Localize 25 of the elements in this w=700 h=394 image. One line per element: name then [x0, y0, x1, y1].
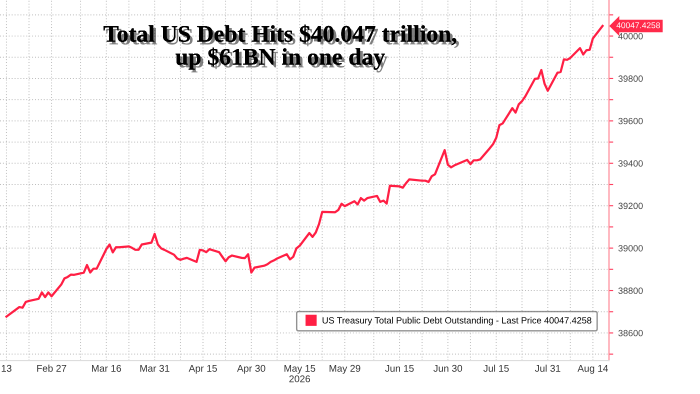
y-tick-label: 39800	[618, 75, 643, 82]
y-tick-label: 38600	[618, 330, 643, 336]
x-tick-label: Feb 27	[37, 364, 66, 372]
y-tick-label: 39200	[618, 202, 643, 210]
y-tick-label: 38800	[618, 287, 643, 294]
x-tick-label: Mar 31	[140, 364, 170, 372]
y-tick-label: 39400	[618, 160, 643, 167]
annotation: 40047.4258	[616, 22, 660, 28]
x-tick-label: May 15 2026	[284, 365, 316, 382]
y-tick-label: 39600	[618, 118, 643, 124]
x-tick-label: Jul 31	[534, 364, 560, 372]
y-tick-label: 40000	[618, 33, 643, 40]
y-tick-label: 39000	[618, 245, 643, 252]
x-tick-label: Jun 30	[433, 364, 462, 372]
x-tick-label: Aug 14	[578, 365, 608, 374]
legend-label: US Treasury Total Public Debt Outstanding - Last Price 40047.4258	[322, 316, 592, 326]
x-tick-label: Apr 15	[188, 365, 217, 374]
x-tick-label: 13	[2, 364, 12, 372]
text: Total US Debt Hits $40.047 trillion, up $61BN in one day	[104, 24, 460, 72]
x-tick-label: Apr 30	[237, 364, 266, 374]
line-series	[5, 24, 604, 318]
x-tick-label: May 29	[330, 364, 360, 374]
x-tick-label: Jun 15	[385, 365, 414, 372]
x-tick-label: Jul 15	[483, 364, 509, 372]
x-tick-label: Mar 16	[92, 364, 122, 372]
